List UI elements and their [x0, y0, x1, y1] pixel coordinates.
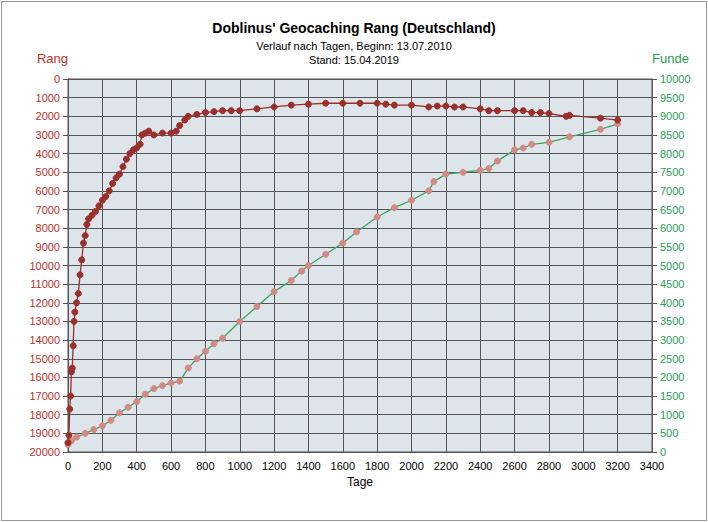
- svg-text:Rang: Rang: [37, 51, 68, 66]
- svg-text:10000: 10000: [29, 260, 60, 272]
- svg-text:3500: 3500: [660, 315, 684, 327]
- svg-text:0: 0: [54, 73, 60, 85]
- svg-text:Funde: Funde: [652, 51, 689, 66]
- svg-text:1000: 1000: [660, 409, 684, 421]
- svg-text:1600: 1600: [331, 460, 355, 472]
- svg-text:3000: 3000: [660, 334, 684, 346]
- svg-text:2000: 2000: [399, 460, 423, 472]
- svg-text:20000: 20000: [29, 446, 60, 458]
- svg-text:3000: 3000: [36, 129, 60, 141]
- svg-text:6000: 6000: [660, 222, 684, 234]
- svg-text:1200: 1200: [262, 460, 286, 472]
- svg-text:Verlauf nach Tagen, Beginn: 13: Verlauf nach Tagen, Beginn: 13.07.2010: [256, 40, 452, 52]
- svg-text:2400: 2400: [468, 460, 492, 472]
- svg-text:1000: 1000: [228, 460, 252, 472]
- svg-text:2000: 2000: [660, 371, 684, 383]
- svg-text:2200: 2200: [434, 460, 458, 472]
- svg-text:500: 500: [660, 427, 678, 439]
- svg-text:2500: 2500: [660, 353, 684, 365]
- svg-text:2000: 2000: [36, 110, 60, 122]
- svg-text:0: 0: [65, 460, 71, 472]
- svg-text:10000: 10000: [660, 73, 691, 85]
- svg-text:1500: 1500: [660, 390, 684, 402]
- svg-text:8500: 8500: [660, 129, 684, 141]
- svg-text:9500: 9500: [660, 92, 684, 104]
- svg-text:1400: 1400: [296, 460, 320, 472]
- svg-text:18000: 18000: [29, 409, 60, 421]
- svg-text:9000: 9000: [660, 110, 684, 122]
- svg-text:3400: 3400: [640, 460, 664, 472]
- svg-text:8000: 8000: [36, 222, 60, 234]
- svg-text:17000: 17000: [29, 390, 60, 402]
- svg-text:0: 0: [660, 446, 666, 458]
- svg-text:13000: 13000: [29, 315, 60, 327]
- svg-text:200: 200: [93, 460, 111, 472]
- svg-text:Stand: 15.04.2019: Stand: 15.04.2019: [309, 54, 399, 66]
- svg-text:1800: 1800: [365, 460, 389, 472]
- svg-text:2600: 2600: [502, 460, 526, 472]
- svg-text:5000: 5000: [36, 166, 60, 178]
- svg-text:Doblinus' Geocaching Rang (Deu: Doblinus' Geocaching Rang (Deutschland): [212, 20, 495, 36]
- svg-text:7500: 7500: [660, 166, 684, 178]
- svg-text:3200: 3200: [605, 460, 629, 472]
- svg-text:400: 400: [128, 460, 146, 472]
- svg-text:2800: 2800: [537, 460, 561, 472]
- svg-text:4500: 4500: [660, 278, 684, 290]
- svg-text:5000: 5000: [660, 260, 684, 272]
- svg-text:15000: 15000: [29, 353, 60, 365]
- svg-text:16000: 16000: [29, 371, 60, 383]
- svg-text:6500: 6500: [660, 204, 684, 216]
- svg-text:7000: 7000: [660, 185, 684, 197]
- svg-text:14000: 14000: [29, 334, 60, 346]
- svg-text:4000: 4000: [36, 148, 60, 160]
- svg-text:800: 800: [196, 460, 214, 472]
- svg-text:8000: 8000: [660, 148, 684, 160]
- svg-text:11000: 11000: [30, 278, 60, 290]
- svg-text:9000: 9000: [36, 241, 60, 253]
- svg-text:1000: 1000: [36, 92, 60, 104]
- svg-text:600: 600: [162, 460, 180, 472]
- svg-text:12000: 12000: [29, 297, 60, 309]
- svg-text:7000: 7000: [36, 204, 60, 216]
- svg-text:Tage: Tage: [347, 475, 373, 489]
- svg-text:5500: 5500: [660, 241, 684, 253]
- svg-text:6000: 6000: [36, 185, 60, 197]
- svg-text:4000: 4000: [660, 297, 684, 309]
- svg-text:3000: 3000: [571, 460, 595, 472]
- svg-text:19000: 19000: [29, 427, 60, 439]
